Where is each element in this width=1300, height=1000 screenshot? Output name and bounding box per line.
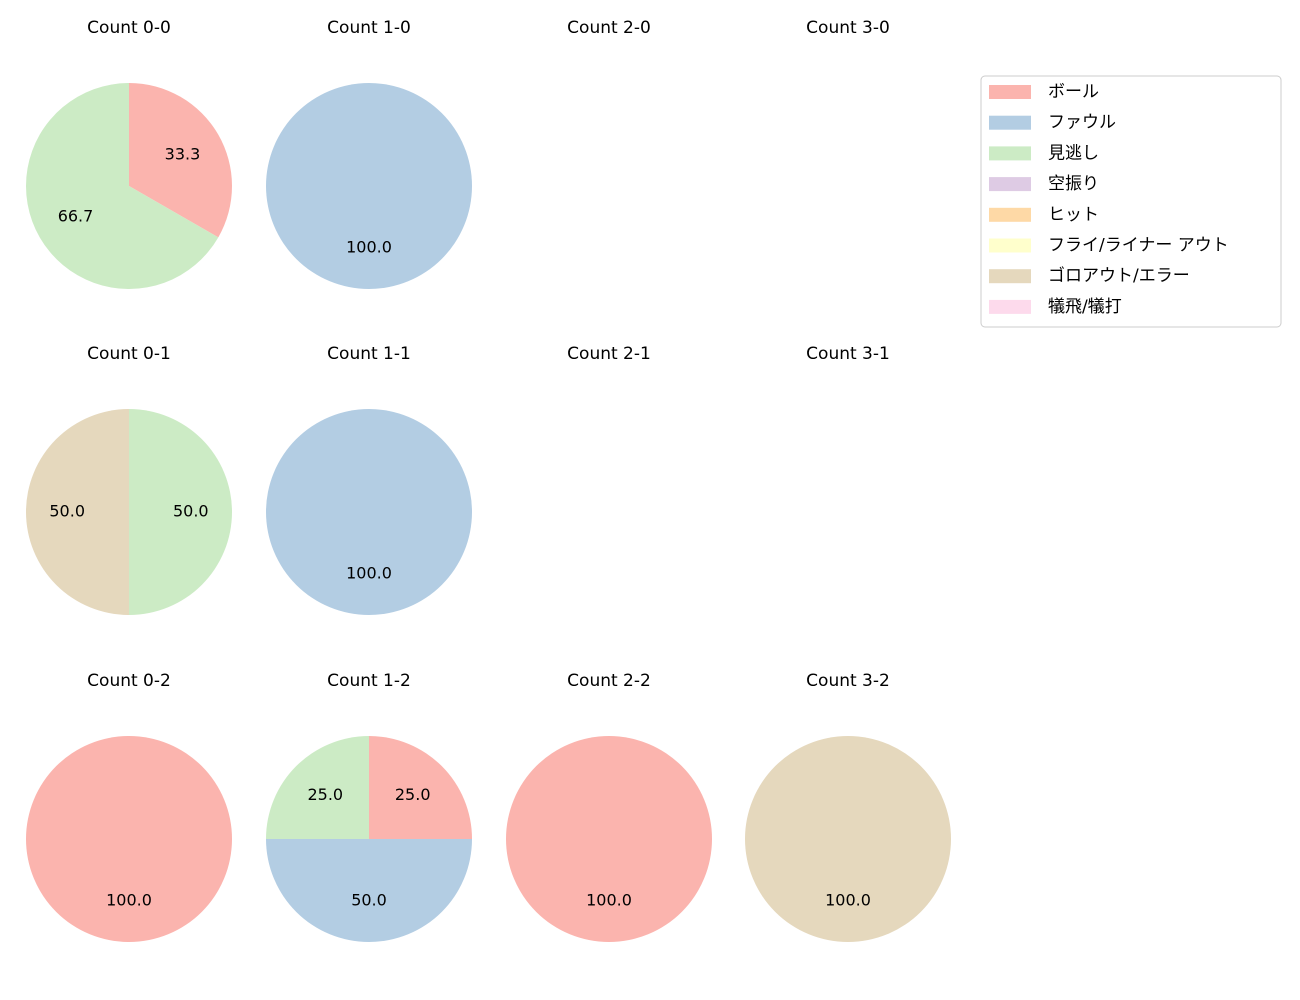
legend-label: ゴロアウト/エラー [1048, 265, 1190, 286]
slice-label: 100.0 [586, 890, 632, 909]
chart-title: Count 1-1 [327, 344, 411, 364]
legend-swatch [989, 299, 1031, 314]
slice-label: 100.0 [346, 237, 392, 256]
pie-slice [745, 736, 951, 942]
pie-slice [26, 409, 129, 615]
chart-title: Count 3-0 [806, 18, 890, 38]
slice-label: 100.0 [106, 890, 152, 909]
chart-title: Count 2-1 [567, 344, 651, 364]
pie-slice [129, 409, 232, 615]
pie-slice [266, 839, 472, 942]
legend-label: ボール [1048, 82, 1099, 102]
legend-label: フライ/ライナー アウト [1048, 236, 1229, 256]
slice-label: 100.0 [346, 563, 392, 582]
slice-label: 50.0 [351, 890, 387, 909]
legend-label: 見逃し [1048, 143, 1099, 163]
chart-title: Count 3-2 [806, 671, 890, 691]
slice-label: 25.0 [395, 785, 431, 804]
legend-label: ヒット [1048, 205, 1099, 225]
legend-swatch [989, 207, 1031, 222]
legend-label: 犠飛/犠打 [1048, 297, 1122, 317]
legend-swatch [989, 177, 1031, 192]
legend-label: 空振り [1048, 174, 1099, 194]
slice-label: 50.0 [173, 502, 209, 521]
legend-swatch [989, 85, 1031, 99]
legend-swatch [989, 269, 1031, 284]
pie-slice [506, 736, 712, 942]
legend-swatch [989, 146, 1031, 161]
pie-slice [266, 83, 472, 289]
pie-slice [266, 409, 472, 615]
slice-label: 33.3 [165, 145, 201, 164]
slice-label: 66.7 [58, 206, 94, 225]
chart-title: Count 2-0 [567, 18, 651, 38]
chart-title: Count 0-0 [87, 18, 171, 38]
pie-slice [26, 83, 219, 290]
pie-slice [26, 736, 232, 942]
slice-label: 100.0 [825, 890, 871, 909]
chart-title: Count 0-1 [87, 344, 171, 364]
chart-title: Count 0-2 [87, 671, 171, 691]
legend-swatch [989, 115, 1031, 130]
legend-swatch [989, 238, 1031, 253]
slice-label: 25.0 [307, 785, 343, 804]
pie-slice [129, 83, 233, 238]
pie-slice [369, 736, 472, 839]
legend-label: ファウル [1048, 113, 1116, 133]
chart-title: Count 1-0 [327, 18, 411, 38]
legend-box [980, 75, 1282, 328]
pie-slice [266, 736, 369, 839]
chart-title: Count 2-2 [567, 671, 651, 691]
chart-title: Count 3-1 [806, 344, 890, 364]
chart-title: Count 1-2 [327, 671, 411, 691]
slice-label: 50.0 [49, 502, 85, 521]
